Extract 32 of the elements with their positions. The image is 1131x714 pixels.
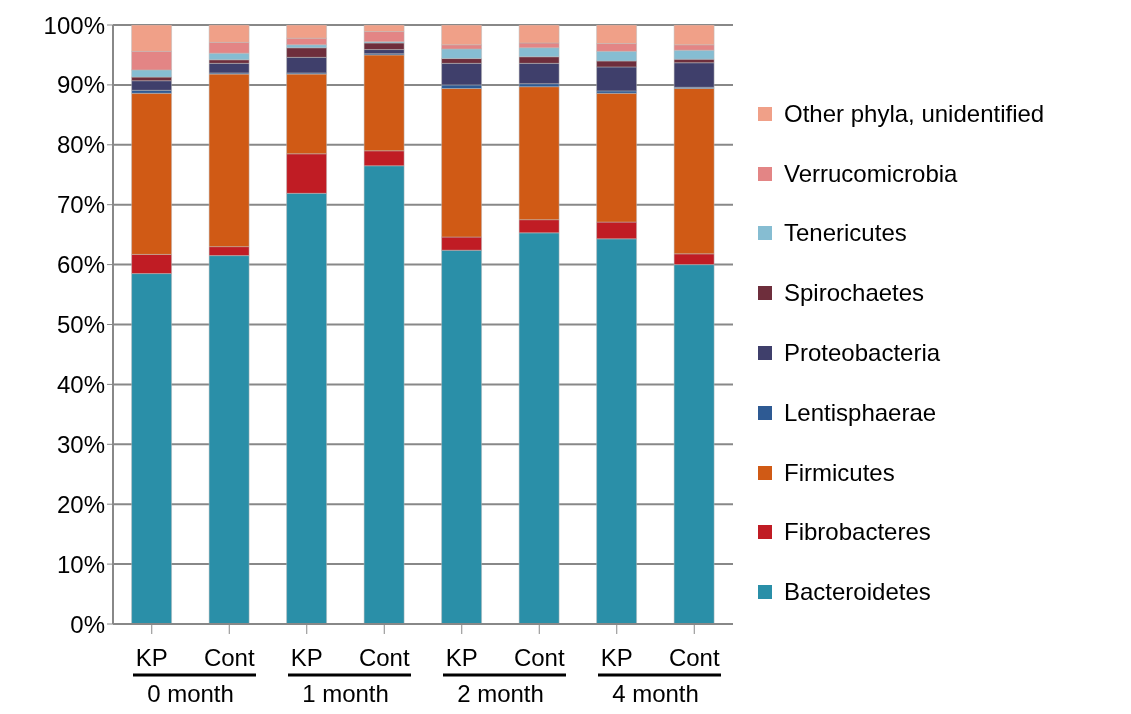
x-tick-label: Cont: [358, 644, 410, 671]
legend-label: Bacteroidetes: [784, 578, 931, 607]
y-tick-label: 50%: [56, 311, 105, 339]
x-tick-label: Cont: [513, 644, 565, 671]
x-tick-label: KP: [135, 644, 168, 671]
legend-label: Other phyla, unidentified: [784, 99, 1045, 128]
y-tick-label: 60%: [56, 251, 105, 279]
text: 1 month: [302, 680, 389, 707]
y-tick-label: 90%: [56, 71, 105, 99]
y-tick-label: 80%: [56, 131, 105, 159]
x-tick-label: KP: [600, 644, 633, 671]
y-tick-label: 20%: [56, 490, 105, 518]
y-tick-label: 40%: [56, 370, 105, 398]
legend-label: Lentisphaerae: [784, 398, 937, 427]
legend-label: Tenericutes: [784, 219, 907, 248]
x-tick-label: Cont: [668, 644, 720, 671]
y-tick-label: 100%: [43, 11, 105, 39]
x-tick-label: KP: [290, 644, 323, 671]
y-tick-label: 30%: [56, 430, 105, 458]
text: 0 month: [147, 680, 234, 707]
y-tick-label: 0%: [70, 610, 105, 638]
x-tick-label: KP: [445, 644, 478, 671]
legend-label: Firmicutes: [784, 458, 895, 487]
legend-label: Proteobacteria: [784, 339, 941, 368]
y-tick-label: 70%: [56, 191, 105, 219]
text: 4 month: [612, 680, 699, 707]
legend-label: Spirochaetes: [784, 279, 925, 308]
legend-label: Fibrobacteres: [784, 518, 931, 547]
legend-label: Verrucomicrobia: [784, 159, 958, 188]
text: 2 month: [457, 680, 544, 707]
y-tick-label: 10%: [56, 550, 105, 578]
x-tick-label: Cont: [203, 644, 255, 671]
